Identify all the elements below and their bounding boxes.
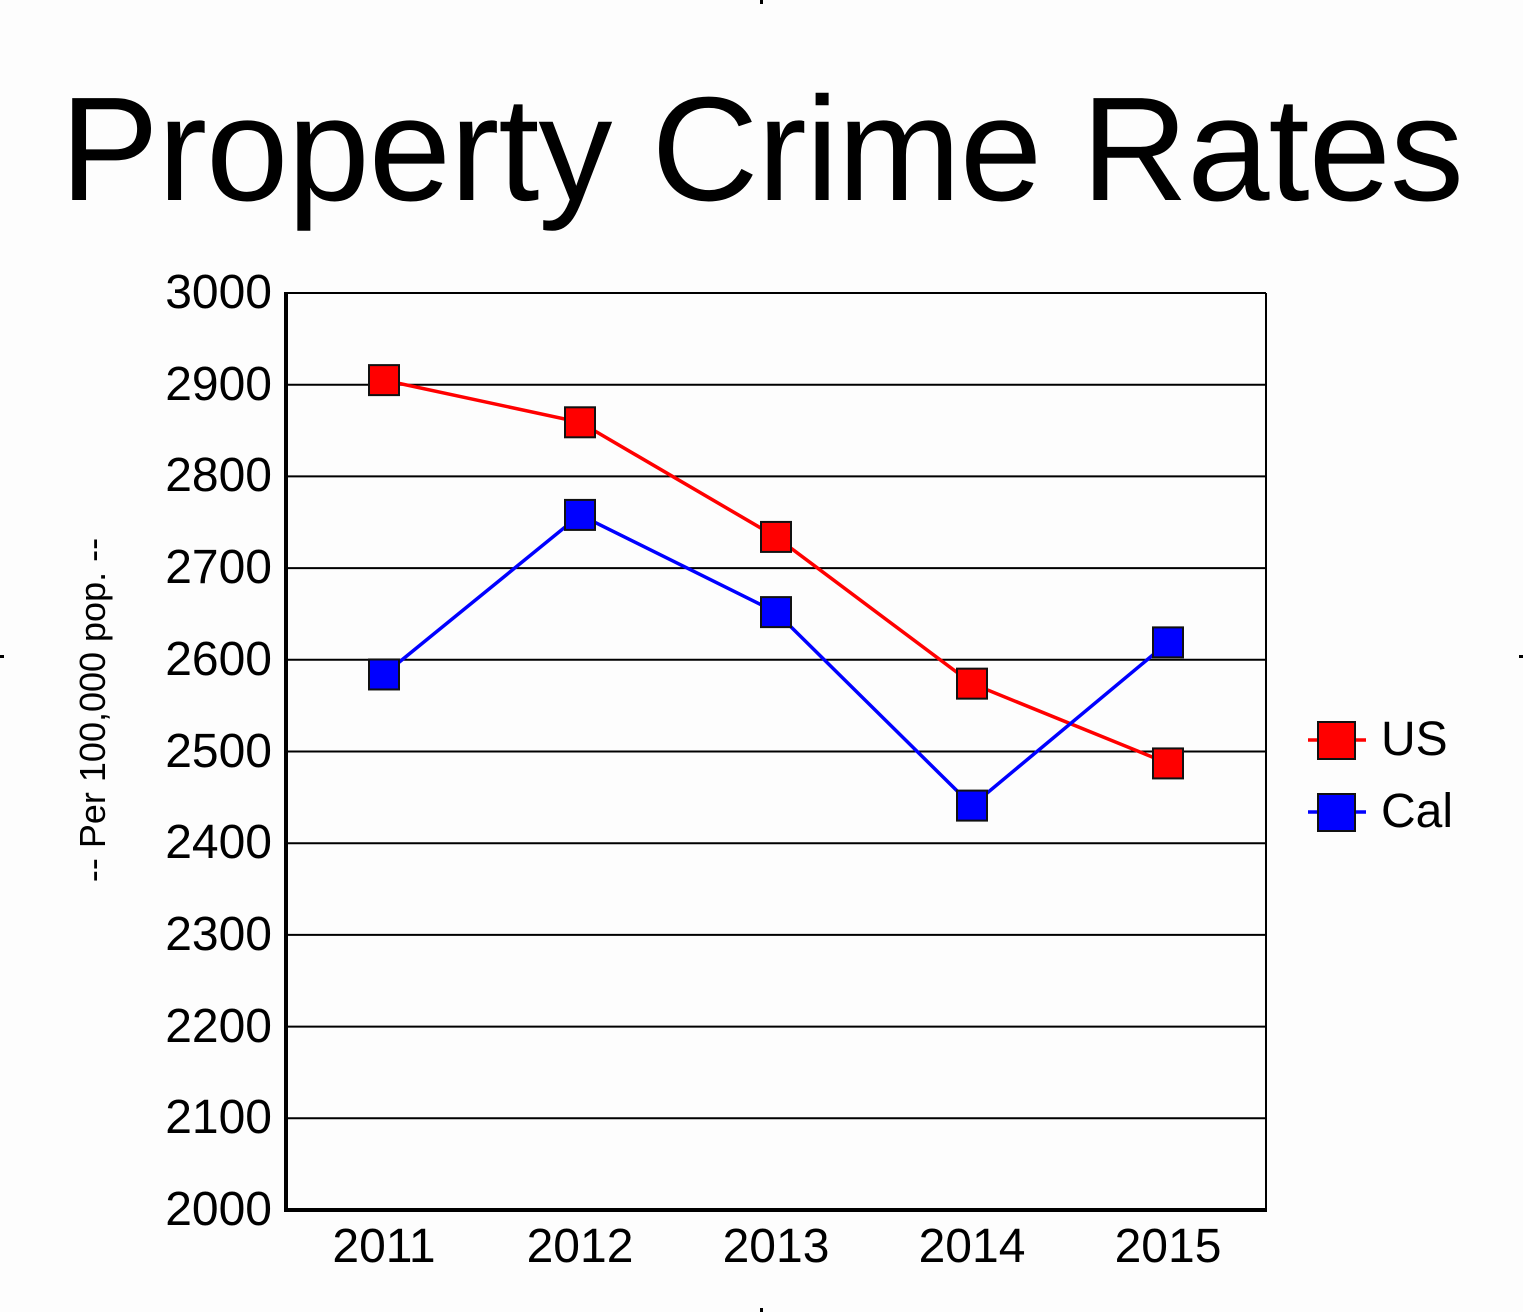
y-tick-label: 2700: [165, 541, 272, 595]
y-tick-label: 2200: [165, 999, 272, 1053]
data-point-marker: [956, 789, 988, 822]
x-tick-label: 2013: [722, 1220, 830, 1273]
edge-tick-top: [760, 0, 763, 4]
y-tick-label: 2900: [165, 357, 272, 411]
data-point-marker: [760, 520, 792, 553]
data-point-marker: [564, 406, 596, 439]
y-tick-label: 2300: [165, 907, 272, 961]
data-point-marker: [368, 364, 400, 397]
x-tick-label: 2014: [918, 1220, 1026, 1273]
data-point-marker: [956, 667, 988, 700]
y-tick-label: 2600: [165, 632, 272, 686]
x-tick-label: 2011: [332, 1220, 436, 1273]
edge-tick-right: [1519, 655, 1523, 658]
data-point-marker: [760, 596, 792, 629]
y-tick-label: 3000: [165, 266, 272, 319]
legend-label-us: US: [1381, 713, 1448, 766]
legend-marker-us: [1317, 721, 1356, 760]
data-point-marker: [564, 498, 596, 531]
legend-label-cal: Cal: [1381, 785, 1454, 838]
legend-marker-cal: [1317, 793, 1356, 832]
chart-title: Property Crime Rates: [60, 67, 1464, 232]
x-tick-label: 2015: [1114, 1220, 1222, 1273]
edge-tick-bottom: [760, 1308, 763, 1312]
y-tick-label: 2800: [165, 449, 272, 503]
data-point-marker: [1152, 747, 1184, 780]
y-tick-label: 2400: [165, 816, 272, 870]
y-tick-label: 2100: [165, 1091, 272, 1145]
x-tick-label: 2012: [526, 1220, 634, 1273]
data-point-marker: [1152, 626, 1184, 659]
series-line-us: [383, 378, 1169, 766]
data-point-marker: [368, 658, 400, 691]
y-tick-label: 2000: [165, 1183, 272, 1236]
edge-tick-left: [0, 655, 4, 658]
y-tick-label: 2500: [165, 724, 272, 778]
